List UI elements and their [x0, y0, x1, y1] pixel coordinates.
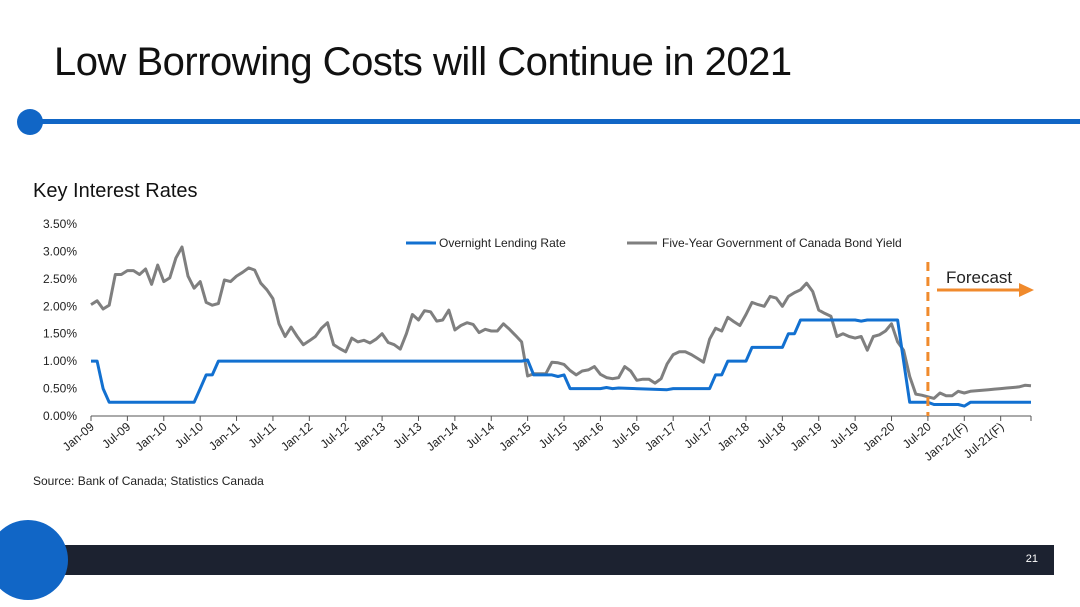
x-tick-label: Jan-11 — [206, 419, 243, 453]
x-tick-label: Jul-18 — [754, 419, 788, 451]
bond-yield-line — [90, 245, 1032, 400]
x-tick-label: Jan-18 — [715, 419, 752, 454]
x-tick-label: Jan-12 — [278, 419, 315, 454]
x-tick-label: Jan-09 — [60, 419, 97, 454]
overnight-rate-line — [91, 318, 1031, 408]
title-divider-dot — [17, 109, 43, 135]
footer-circle — [0, 520, 68, 600]
x-tick-label: Jul-21(F) — [961, 420, 1007, 462]
slide-title: Low Borrowing Costs will Continue in 202… — [54, 40, 792, 84]
title-divider — [30, 119, 1080, 124]
y-tick-label: 0.50% — [43, 382, 77, 396]
y-tick-label: 3.00% — [43, 244, 77, 258]
chart-title: Key Interest Rates — [33, 180, 198, 202]
x-tick-label: Jul-11 — [246, 419, 280, 450]
source-note: Source: Bank of Canada; Statistics Canad… — [33, 474, 264, 488]
y-tick-label: 1.50% — [43, 327, 77, 341]
forecast-layer: Forecast — [926, 262, 1034, 416]
x-tick-label: Jul-19 — [827, 419, 861, 451]
y-tick-label: 2.00% — [43, 299, 77, 313]
x-tick-label: Jan-10 — [133, 419, 170, 454]
x-tick-label: Jan-14 — [424, 419, 461, 454]
chart-legend: Overnight Lending Rate Five-Year Governme… — [406, 236, 902, 250]
x-tick-label: Jul-10 — [172, 419, 206, 451]
x-axis: Jan-09 Jul-09 Jan-10 Jul-10 Jan-11 Jul-11 Jan-… — [60, 415, 1032, 464]
x-tick-label: Jan-16 — [569, 419, 606, 454]
legend-label: Overnight Lending Rate — [439, 236, 566, 250]
series-layer — [90, 245, 1032, 408]
footer-bar — [0, 545, 1054, 575]
x-tick-label: Jul-15 — [536, 419, 570, 451]
y-tick-label: 2.50% — [43, 272, 77, 286]
x-tick-label: Jan-13 — [351, 419, 388, 454]
forecast-arrow-head — [1019, 283, 1034, 297]
forecast-label: Forecast — [946, 268, 1012, 287]
x-tick-label: Jul-17 — [681, 419, 715, 451]
page-number: 21 — [1025, 553, 1038, 565]
x-tick-label: Jul-09 — [99, 419, 133, 451]
y-tick-label: 1.00% — [43, 354, 77, 368]
x-tick-label: Jul-14 — [463, 419, 497, 451]
y-tick-label: 0.00% — [43, 409, 77, 423]
x-tick-label: Jan-20 — [860, 419, 897, 454]
x-tick-label: Jan-15 — [496, 419, 533, 454]
legend-label: Five-Year Government of Canada Bond Yiel… — [662, 236, 902, 250]
y-axis: 0.00% 0.50% 1.00% 1.50% 2.00% 2.50% 3.00% 3.50% — [43, 217, 77, 423]
x-tick-label: Jul-16 — [609, 419, 643, 451]
x-tick-label: Jan-17 — [642, 419, 679, 454]
x-tick-label: Jul-12 — [318, 419, 352, 451]
y-tick-label: 3.50% — [43, 217, 77, 231]
x-tick-label: Jul-13 — [390, 419, 424, 451]
x-tick-label: Jan-19 — [788, 419, 825, 454]
